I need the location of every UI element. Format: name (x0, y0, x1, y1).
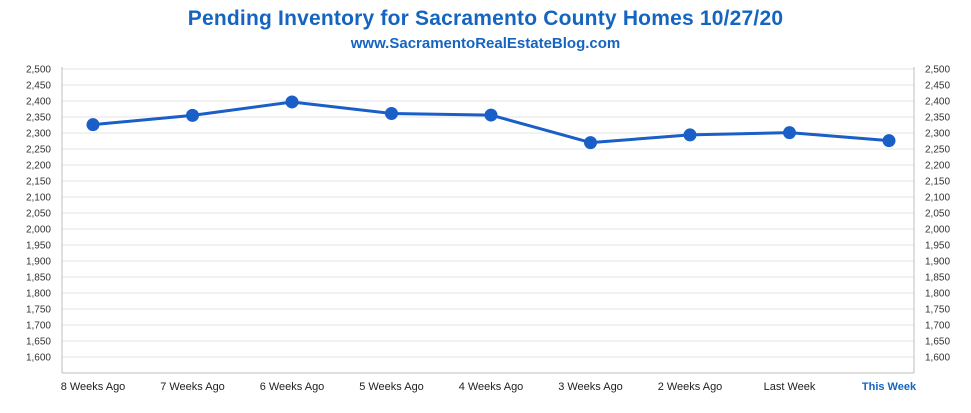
y-tick-label-right: 1,700 (925, 321, 950, 332)
x-category-label: 7 Weeks Ago (160, 381, 225, 393)
y-tick-label-left: 1,750 (26, 305, 51, 316)
y-tick-label-right: 2,250 (925, 145, 950, 156)
y-tick-label-left: 2,200 (26, 161, 51, 172)
y-tick-label-left: 1,650 (26, 337, 51, 348)
series-pending-inventory (86, 95, 896, 150)
y-tick-label-right: 2,050 (925, 209, 950, 220)
y-tick-label-left: 2,350 (26, 113, 51, 124)
y-tick-label-right: 2,350 (925, 113, 950, 124)
y-tick-label-left: 2,300 (26, 129, 51, 140)
y-tick-label-left: 1,600 (26, 353, 51, 364)
y-tick-label-left: 1,850 (26, 273, 51, 284)
y-tick-label-left: 2,500 (26, 65, 51, 76)
gridlines (62, 68, 914, 358)
y-tick-label-right: 1,850 (925, 273, 950, 284)
x-category-label: 3 Weeks Ago (558, 381, 623, 393)
y-tick-label-left: 2,450 (26, 81, 51, 92)
data-point (86, 118, 100, 132)
data-point (683, 128, 697, 142)
data-point (584, 136, 597, 150)
x-category-label: 4 Weeks Ago (459, 381, 524, 393)
y-axis-left-ticks: 1,600 1,650 1,700 1,750 1,800 1,850 1,900 1,950… (26, 65, 51, 364)
y-tick-label-left: 1,800 (26, 289, 51, 300)
x-category-label: 8 Weeks Ago (61, 381, 126, 393)
y-tick-label-left: 2,250 (26, 145, 51, 156)
x-category-label: 6 Weeks Ago (260, 381, 325, 393)
data-point (285, 95, 299, 109)
data-point (186, 108, 199, 122)
y-tick-label-right: 1,950 (925, 241, 950, 252)
y-tick-label-right: 1,800 (925, 289, 950, 300)
y-tick-label-right: 2,200 (925, 161, 950, 172)
chart-subtitle: www.SacramentoRealEstateBlog.com (350, 35, 621, 52)
y-tick-label-left: 2,100 (26, 193, 51, 204)
y-tick-label-right: 2,100 (925, 193, 950, 204)
x-category-label: 5 Weeks Ago (359, 381, 424, 393)
axes (61, 67, 915, 374)
y-tick-label-left: 2,000 (26, 225, 51, 236)
data-point (484, 108, 498, 122)
y-tick-label-left: 2,050 (26, 209, 51, 220)
data-point (783, 126, 796, 140)
x-category-label: 2 Weeks Ago (658, 381, 723, 393)
y-tick-label-right: 1,900 (925, 257, 950, 268)
x-category-label: This Week (862, 381, 917, 393)
y-tick-label-right: 1,750 (925, 305, 950, 316)
y-tick-label-left: 2,400 (26, 97, 51, 108)
data-point (385, 106, 398, 120)
y-tick-label-right: 1,600 (925, 353, 950, 364)
y-tick-label-left: 1,900 (26, 257, 51, 268)
series-line (91, 100, 891, 145)
y-tick-label-right: 2,000 (925, 225, 950, 236)
chart-title: Pending Inventory for Sacramento County … (187, 7, 784, 30)
y-tick-label-left: 2,150 (26, 177, 51, 188)
y-tick-label-right: 2,450 (925, 81, 950, 92)
y-tick-label-right: 2,150 (925, 177, 950, 188)
y-tick-label-right: 2,400 (925, 97, 950, 108)
x-axis-categories: 8 Weeks Ago 7 Weeks Ago 6 Weeks Ago 5 Weeks… (61, 381, 917, 393)
y-tick-label-left: 1,700 (26, 321, 51, 332)
y-tick-label-left: 1,950 (26, 241, 51, 252)
y-tick-label-right: 2,500 (925, 65, 950, 76)
data-point (882, 134, 896, 148)
y-axis-right-ticks: 1,600 1,650 1,700 1,750 1,800 1,850 1,900 1,950… (925, 65, 950, 364)
y-tick-label-right: 1,650 (925, 337, 950, 348)
x-category-label: Last Week (764, 381, 816, 393)
y-tick-label-right: 2,300 (925, 129, 950, 140)
